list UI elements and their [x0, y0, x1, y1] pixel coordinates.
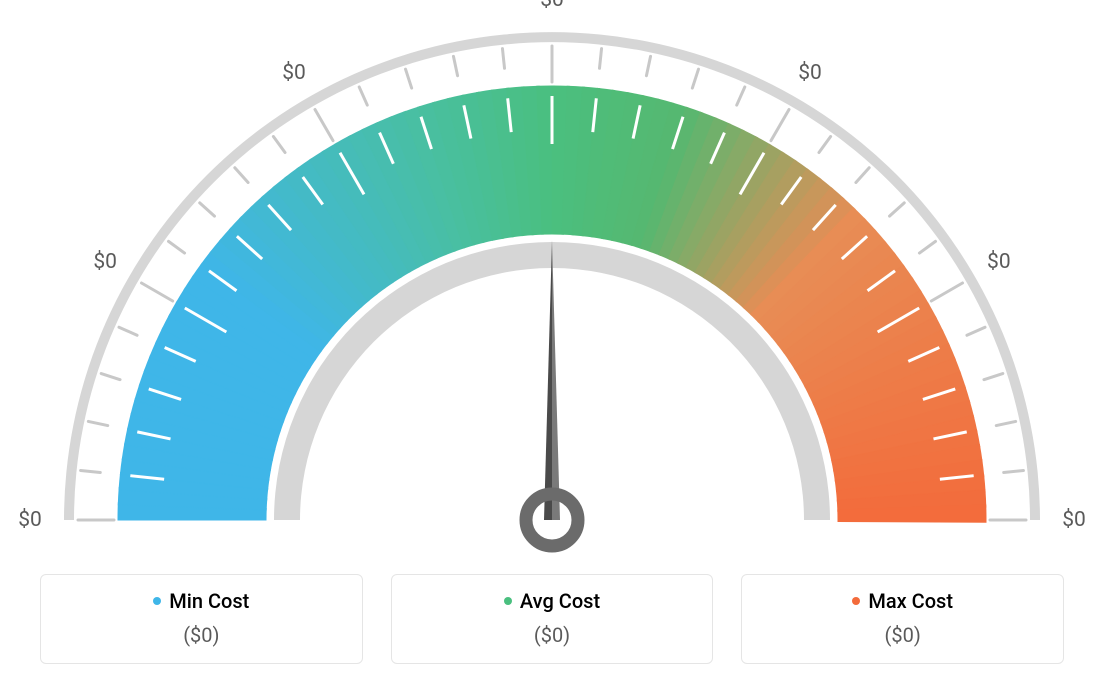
legend-label-avg: Avg Cost [520, 589, 600, 613]
legend-value-avg: ($0) [402, 623, 703, 647]
gauge-tick-label: $0 [1062, 508, 1086, 532]
gauge-tick-label: $0 [987, 250, 1011, 274]
legend-card-max: Max Cost ($0) [741, 574, 1064, 664]
legend-value-max: ($0) [752, 623, 1053, 647]
gauge-tick-label: $0 [540, 0, 564, 12]
gauge-chart: $0 $0 $0 $0 $0 $0 $0 [0, 0, 1104, 570]
legend-title-max: Max Cost [852, 589, 953, 613]
legend-card-min: Min Cost ($0) [40, 574, 363, 664]
gauge-tick-label: $0 [798, 61, 822, 85]
legend-title-min: Min Cost [153, 589, 249, 613]
legend-row: Min Cost ($0) Avg Cost ($0) Max Cost ($0… [0, 574, 1104, 664]
legend-value-min: ($0) [51, 623, 352, 647]
legend-card-avg: Avg Cost ($0) [391, 574, 714, 664]
legend-dot-min [153, 597, 161, 605]
gauge-tick-label: $0 [93, 250, 117, 274]
gauge-svg [0, 0, 1104, 570]
legend-label-max: Max Cost [868, 589, 953, 613]
legend-dot-avg [504, 597, 512, 605]
gauge-tick-label: $0 [18, 508, 42, 532]
legend-label-min: Min Cost [169, 589, 249, 613]
gauge-tick-label: $0 [282, 61, 306, 85]
legend-dot-max [852, 597, 860, 605]
legend-title-avg: Avg Cost [504, 589, 600, 613]
